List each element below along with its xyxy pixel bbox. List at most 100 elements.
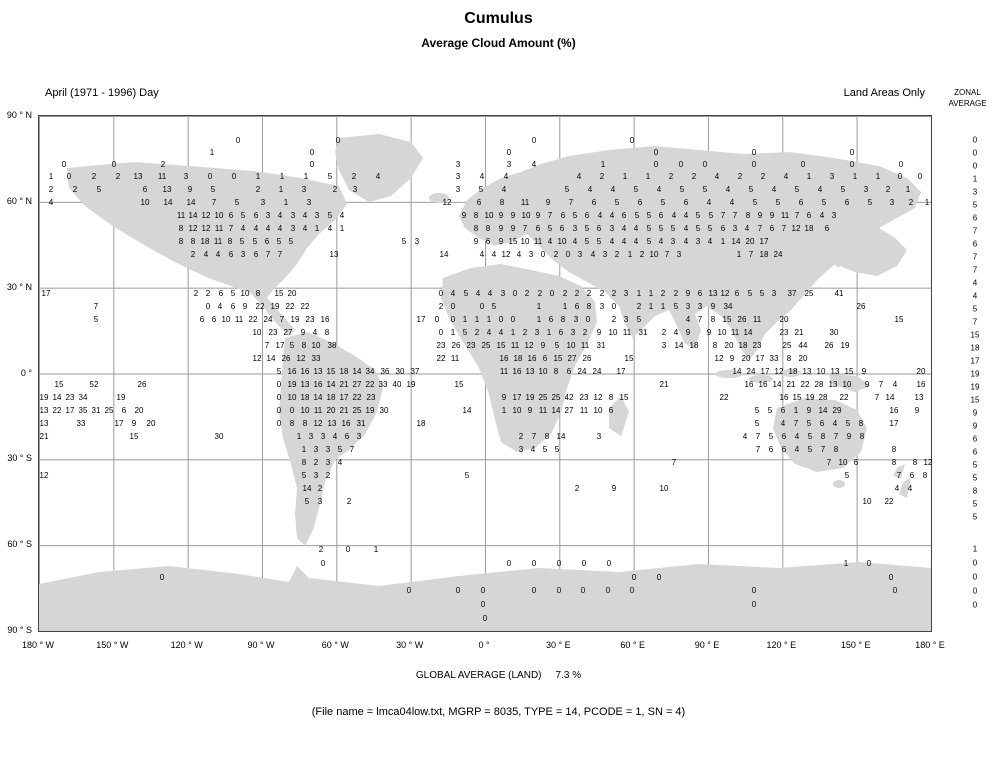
grid-value: 1 [283, 198, 289, 207]
grid-value: 0 [235, 136, 241, 145]
grid-value: 11 [538, 406, 548, 415]
grid-value: 7 [781, 224, 787, 233]
grid-value: 0 [479, 302, 485, 311]
grid-value: 5 [337, 445, 343, 454]
grid-value: 5 [301, 471, 307, 480]
grid-value: 7 [896, 471, 902, 480]
grid-value: 5 [754, 419, 760, 428]
grid-value: 4 [609, 211, 615, 220]
zonal-average-value: 6 [972, 447, 978, 457]
grid-value: 9 [757, 211, 763, 220]
grid-value: 6 [591, 198, 597, 207]
grid-value: 3 [596, 432, 602, 441]
x-tick-label: 150 ° W [96, 640, 129, 650]
grid-value: 13 [708, 289, 718, 298]
grid-value: 8 [912, 458, 918, 467]
grid-value: 6 [574, 302, 580, 311]
grid-value: 2 [574, 289, 580, 298]
grid-value: 3 [889, 198, 895, 207]
grid-value: 15 [553, 354, 563, 363]
grid-value: 25 [104, 406, 114, 415]
grid-value: 4 [817, 185, 823, 194]
grid-value: 18 [513, 354, 523, 363]
grid-value: 3 [602, 250, 608, 259]
grid-value: 1 [48, 172, 54, 181]
grid-value: 3 [695, 237, 701, 246]
grid-value: 2 [908, 198, 914, 207]
grid-value: 10 [521, 211, 531, 220]
grid-value: 1 [278, 185, 284, 194]
zonal-average-value: 7 [972, 265, 978, 275]
grid-value: 1 [486, 315, 492, 324]
grid-value: 9 [535, 211, 541, 220]
grid-value: 9 [498, 224, 504, 233]
grid-value: 8 [586, 302, 592, 311]
grid-value: 6 [844, 198, 850, 207]
grid-value: 0 [276, 419, 282, 428]
grid-value: 4 [771, 185, 777, 194]
grid-value: 3 [506, 160, 512, 169]
grid-value: 5 [807, 432, 813, 441]
zonal-average-value: 4 [972, 291, 978, 301]
grid-value: 2 [885, 185, 891, 194]
grid-value: 3 [356, 432, 362, 441]
grid-value: 0 [751, 600, 757, 609]
grid-value: 4 [48, 198, 54, 207]
grid-value: 0 [66, 172, 72, 181]
grid-value: 1 [314, 224, 320, 233]
grid-value: 0 [702, 160, 708, 169]
south-america-shape [279, 332, 383, 546]
grid-value: 5 [754, 406, 760, 415]
grid-value: 8 [820, 432, 826, 441]
grid-value: 11 [176, 211, 186, 220]
grid-value: 5 [584, 237, 590, 246]
grid-value: 7 [264, 341, 270, 350]
grid-value: 0 [480, 586, 486, 595]
grid-value: 0 [531, 586, 537, 595]
grid-value: 0 [450, 302, 456, 311]
grid-value: 5 [768, 432, 774, 441]
grid-value: 4 [339, 211, 345, 220]
grid-value: 1 [905, 185, 911, 194]
grid-value: 12 [201, 224, 211, 233]
zonal-average-value: 3 [972, 187, 978, 197]
grid-value: 2 [661, 328, 667, 337]
grid-value: 10 [240, 289, 250, 298]
grid-value: 0 [61, 160, 67, 169]
grid-value: 3 [313, 471, 319, 480]
grid-value: 9 [596, 328, 602, 337]
grid-value: 12 [188, 224, 198, 233]
grid-value: 0 [580, 586, 586, 595]
grid-value: 6 [819, 419, 825, 428]
grid-value: 2 [313, 458, 319, 467]
grid-value: 8 [922, 471, 928, 480]
grid-value: 21 [339, 406, 349, 415]
grid-value: 0 [506, 148, 512, 157]
grid-value: 25 [352, 406, 362, 415]
grid-value: 9 [685, 328, 691, 337]
grid-value: 3 [528, 250, 534, 259]
grid-value: 4 [633, 237, 639, 246]
grid-value: 3 [829, 172, 835, 181]
grid-value: 0 [549, 289, 555, 298]
grid-value: 4 [729, 198, 735, 207]
grid-value: 5 [707, 224, 713, 233]
grid-value: 4 [450, 289, 456, 298]
world-map-silhouette [39, 134, 931, 631]
grid-value: 10 [608, 328, 618, 337]
grid-value: 4 [658, 237, 664, 246]
grid-value: 7 [755, 445, 761, 454]
grid-value: 4 [277, 211, 283, 220]
grid-value: 19 [525, 393, 535, 402]
grid-value: 16 [320, 315, 330, 324]
grid-value: 2 [332, 185, 338, 194]
grid-value: 6 [344, 432, 350, 441]
grid-value: 2 [537, 289, 543, 298]
grid-value: 3 [290, 224, 296, 233]
grid-value: 6 [720, 224, 726, 233]
grid-value: 52 [89, 380, 99, 389]
zonal-average-value: 0 [972, 586, 978, 596]
grid-value: 5 [646, 237, 652, 246]
grid-value: 5 [614, 198, 620, 207]
grid-value: 5 [794, 185, 800, 194]
